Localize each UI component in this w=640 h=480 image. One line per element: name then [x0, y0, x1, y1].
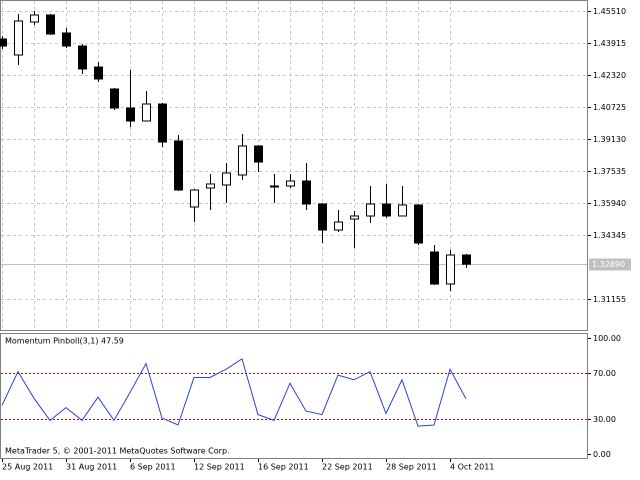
- candle-body: [174, 140, 183, 191]
- candle-body: [254, 145, 263, 163]
- copyright: MetaTrader 5, © 2001-2011 MetaQuotes Sof…: [5, 447, 230, 456]
- candle-body: [334, 221, 343, 231]
- candle-body: [366, 203, 375, 217]
- y-tick-label: 100.00: [593, 334, 621, 343]
- candle-body: [0, 38, 7, 47]
- candle-body: [270, 185, 279, 188]
- candle-body: [190, 189, 199, 208]
- y-tick-label: 1.40725: [593, 103, 626, 112]
- x-tick-label: 28 Sep 2011: [386, 463, 437, 472]
- indicator-line: [1, 358, 467, 427]
- candle-body: [462, 254, 471, 265]
- y-tick-label: 1.43915: [593, 39, 626, 48]
- y-tick-label: 1.39130: [593, 135, 626, 144]
- x-tick-label: 25 Aug 2011: [2, 463, 53, 472]
- candle-body: [318, 203, 327, 231]
- candle-body: [158, 103, 167, 143]
- x-tick-label: 6 Sep 2011: [130, 463, 176, 472]
- candle-body: [78, 45, 87, 70]
- candle-body: [206, 183, 215, 189]
- candle-body: [126, 107, 135, 122]
- y-tick-label: 0.00: [593, 450, 611, 459]
- candle-body: [30, 14, 39, 23]
- x-tick-label: 22 Sep 2011: [322, 463, 373, 472]
- x-tick-label: 12 Sep 2011: [194, 463, 245, 472]
- candle-body: [110, 88, 119, 109]
- candle-body: [14, 20, 23, 56]
- y-tick-label: 1.45510: [593, 7, 626, 16]
- candle-body: [398, 204, 407, 217]
- y-tick-label: 1.37535: [593, 167, 626, 176]
- x-tick-label: 16 Sep 2011: [258, 463, 309, 472]
- price-marker: [589, 258, 631, 271]
- candle-body: [382, 203, 391, 217]
- indicator-title: Momentum Pinboll(3,1) 47.59: [5, 337, 124, 346]
- candle-body: [94, 66, 103, 80]
- candle-body: [238, 145, 247, 176]
- y-tick-label: 1.35940: [593, 199, 626, 208]
- candle-body: [302, 180, 311, 205]
- main-panel: [0, 0, 588, 331]
- y-tick-label: 30.00: [593, 415, 616, 424]
- indicator-panel: [0, 333, 588, 459]
- candle-body: [350, 215, 359, 220]
- y-tick-label: 70.00: [593, 369, 616, 378]
- x-tick-label: 31 Aug 2011: [66, 463, 117, 472]
- candle-body: [430, 251, 439, 285]
- candle-body: [142, 103, 151, 122]
- candle-body: [286, 180, 295, 187]
- candle-body: [62, 32, 71, 47]
- y-tick-label: 1.34345: [593, 231, 626, 240]
- price-marker-label: 1.32890: [592, 260, 625, 269]
- candle-body: [46, 14, 55, 35]
- candle-body: [414, 204, 423, 244]
- y-tick-label: 1.42320: [593, 71, 626, 80]
- candle-body: [222, 172, 231, 186]
- y-tick-label: 1.31155: [593, 295, 626, 304]
- candle-body: [446, 254, 455, 285]
- x-tick-label: 4 Oct 2011: [450, 463, 494, 472]
